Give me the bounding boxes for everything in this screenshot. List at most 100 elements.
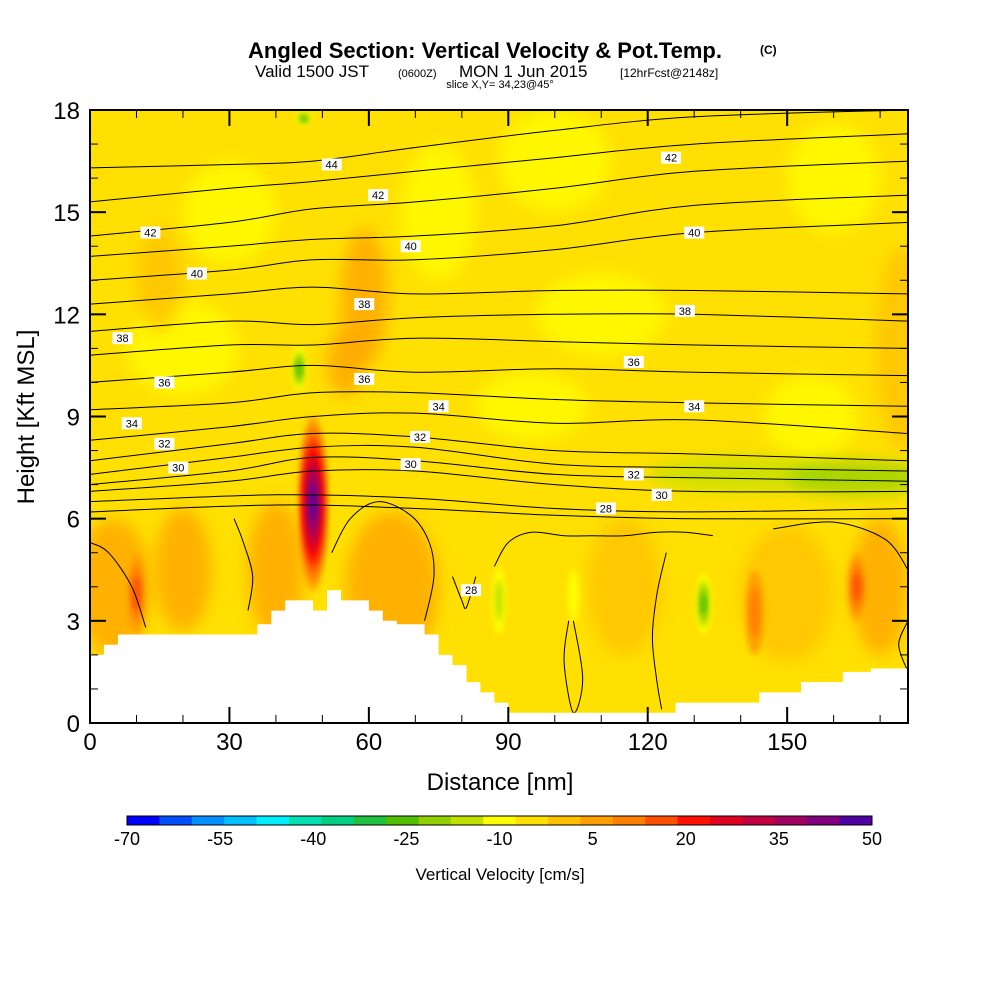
low-contour-28-5 — [651, 552, 667, 710]
colorbar-swatch — [710, 816, 743, 825]
colorbar-swatch — [224, 816, 258, 825]
contour-label-text: 42 — [144, 228, 156, 240]
contour-label-bg — [354, 373, 375, 386]
contour-label-42: 42 — [660, 151, 681, 165]
contour-label-30: 30 — [168, 461, 189, 475]
contour-label-44: 44 — [321, 158, 342, 171]
downdraft-3 — [694, 566, 713, 642]
x-tick-label: 150 — [767, 729, 807, 756]
contour-label-36: 36 — [623, 356, 644, 369]
subtitle-date: MON 1 Jun 2015 — [459, 62, 588, 81]
colorbar-swatch — [774, 816, 808, 825]
contour-label-40: 40 — [684, 226, 705, 240]
colorbar-swatch — [807, 816, 841, 825]
x-tick-label: 0 — [83, 729, 96, 756]
contour-label-32: 32 — [409, 430, 430, 444]
contour-label-bg — [623, 356, 644, 369]
field-patch-20 — [787, 460, 908, 495]
colorbar-label: Vertical Velocity [cm/s] — [415, 865, 584, 884]
contour-label-34: 34 — [428, 400, 449, 413]
updraft-2 — [847, 552, 866, 621]
colorbar-swatch — [386, 816, 420, 825]
colorbar-swatch — [418, 816, 452, 825]
isentrope-29 — [90, 494, 908, 513]
isentrope-39 — [90, 286, 908, 305]
downdraft-0 — [290, 341, 309, 397]
low-contour-28-7 — [773, 521, 908, 571]
terrain-layer — [90, 590, 908, 723]
x-tick-label: 120 — [628, 729, 668, 756]
updraft-0-level — [310, 489, 316, 518]
contour-label-30: 30 — [651, 488, 672, 502]
y-tick-label: 3 — [67, 609, 80, 636]
contour-label-text: 34 — [126, 418, 138, 430]
y-axis-label: Height [Kft MSL] — [13, 330, 40, 505]
contour-label-32: 32 — [154, 437, 175, 451]
contour-label-text: 40 — [688, 228, 700, 240]
contour-label-bg — [674, 304, 695, 317]
colorbar-tick-label: 5 — [588, 829, 598, 849]
colorbar-swatch — [321, 816, 355, 825]
contour-label-text: 32 — [628, 469, 640, 481]
contour-label-bg — [186, 267, 207, 280]
isentrope-32 — [90, 444, 908, 475]
contour-label-bg — [354, 298, 375, 311]
isentrope-30 — [90, 468, 908, 493]
contour-label-28: 28 — [595, 502, 616, 515]
colorbar-tick-label: 50 — [862, 829, 882, 849]
colorbar-swatch — [450, 816, 484, 825]
contour-label-bg — [168, 461, 189, 474]
colorbar-swatch — [580, 816, 614, 825]
contour-label-34: 34 — [121, 417, 142, 430]
isentrope-33 — [90, 432, 908, 462]
contour-label-38: 38 — [354, 298, 375, 311]
field-patch-5 — [740, 525, 834, 662]
subtitle-valid: Valid 1500 JST — [255, 62, 369, 81]
contour-label-text: 30 — [656, 490, 668, 502]
slice-label: slice X,Y= 34,23@45° — [446, 79, 554, 91]
subtitle-forecast: [12hrFcst@2148z] — [620, 66, 718, 80]
contour-label-text: 30 — [172, 463, 184, 475]
axis-ticks — [89, 109, 908, 724]
colorbar-swatch — [515, 816, 549, 825]
downdraft-0-level — [296, 361, 302, 377]
colorbar-swatch — [483, 816, 517, 825]
isentrope-37 — [90, 337, 908, 356]
contour-label-32: 32 — [623, 468, 644, 481]
downdraft-4-level — [567, 569, 579, 621]
low-contour-28-0 — [90, 542, 147, 628]
contour-label-bg — [428, 400, 449, 413]
y-tick-label: 12 — [53, 302, 80, 329]
downdraft-1-level — [301, 116, 307, 121]
contour-label-bg — [461, 584, 482, 597]
downdraft-2-level — [495, 579, 503, 621]
colorbar-frame — [126, 815, 873, 826]
field-patch-1 — [155, 508, 211, 632]
isentrope-43 — [90, 133, 908, 203]
colorbar-swatch — [191, 816, 225, 825]
contour-label-text: 36 — [158, 377, 170, 389]
contour-label-text: 34 — [432, 401, 444, 413]
y-tick-label: 6 — [67, 507, 80, 534]
contour-label-bg — [651, 488, 672, 501]
contour-label-text: 44 — [326, 159, 338, 171]
contour-label-bg — [121, 417, 142, 430]
contour-label-bg — [154, 376, 175, 389]
downdraft-4 — [564, 552, 583, 638]
low-contour-28-2 — [331, 501, 435, 621]
contour-label-text: 32 — [158, 439, 170, 451]
colorbar-tick-label: -10 — [486, 829, 512, 849]
field-patch-18 — [136, 229, 183, 332]
contour-label-bg — [623, 468, 644, 481]
colorbar-swatch — [839, 816, 873, 825]
contour-label-30: 30 — [400, 458, 421, 471]
contour-label-text: 32 — [414, 432, 426, 444]
contour-label-text: 40 — [191, 268, 203, 280]
isentrope-44 — [90, 110, 908, 169]
x-axis-label: Distance [nm] — [427, 769, 574, 796]
contour-label-34: 34 — [684, 400, 705, 413]
x-tick-label: 90 — [495, 729, 522, 756]
downdraft-1 — [294, 110, 313, 128]
